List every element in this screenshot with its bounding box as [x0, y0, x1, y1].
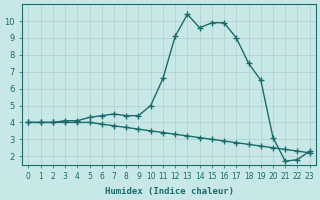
X-axis label: Humidex (Indice chaleur): Humidex (Indice chaleur) [105, 187, 234, 196]
